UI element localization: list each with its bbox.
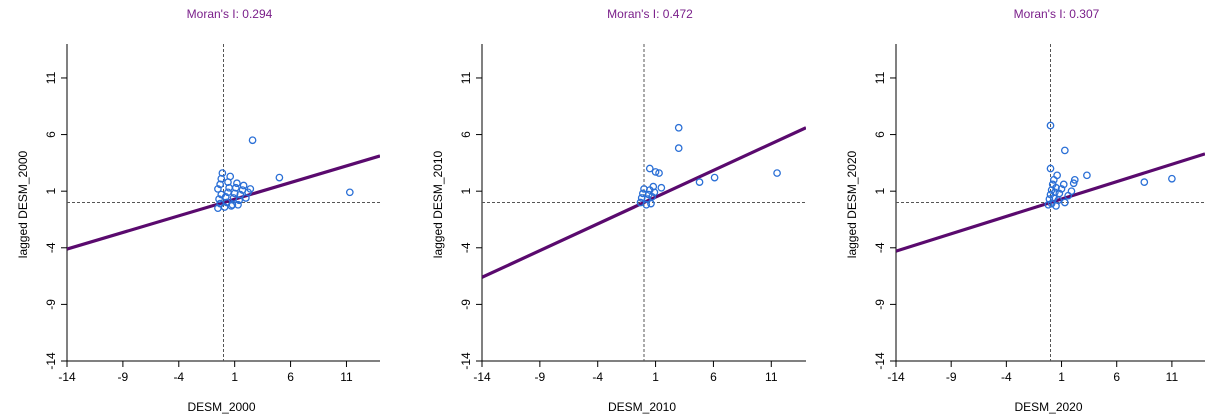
data-point [674,123,683,132]
data-point [650,188,659,197]
x-axis-label: DESM_2000 [187,400,255,414]
x-tick-label: -14 [887,370,905,384]
moran-panel-2010: Moran's I: 0.472 -14 -9 -4 1 6 11 -14 -9 -4 1 6 11 DE… [431,7,806,414]
data-point [645,164,654,173]
x-axis-label: DESM_2020 [1014,400,1082,414]
data-point [236,190,245,199]
y-axis-label: lagged DESM_2000 [16,150,30,258]
data-point [234,200,242,209]
x-tick-label: 11 [1166,370,1179,384]
data-point [1053,171,1061,180]
y-tick-label: 1 [873,188,887,195]
data-point [1046,164,1055,173]
x-tick-label: -4 [173,370,184,384]
x-tick-label: -9 [118,370,129,384]
data-point [710,173,719,182]
y-tick-label: 1 [459,188,473,195]
plot-area [67,136,380,251]
data-point [1049,176,1058,184]
data-point [275,173,284,182]
moran-panel-2020: Moran's I: 0.307 -14 -9 -4 1 6 11 -14 -9 -4 1 6 11 DE… [845,7,1205,414]
data-point [218,169,227,177]
data-point [231,183,240,192]
y-tick-label: 6 [44,131,58,138]
chart-title: Moran's I: 0.307 [1014,7,1100,21]
y-tick-label: 1 [44,188,58,195]
chart-title: Moran's I: 0.294 [187,7,273,21]
y-tick-label: -14 [873,352,887,370]
x-tick-label: 1 [1058,370,1065,384]
x-tick-label: 6 [710,370,717,384]
data-point [221,192,230,201]
x-tick-label: -14 [473,370,491,384]
x-tick-label: -9 [535,370,546,384]
data-point [1059,180,1068,189]
x-tick-label: -9 [946,370,957,384]
y-axis-label: lagged DESM_2020 [845,150,859,258]
data-point [1060,198,1069,207]
y-tick-label: 11 [44,71,58,84]
data-point [1052,183,1060,192]
data-point [215,195,223,203]
y-axis-label: lagged DESM_2010 [431,150,445,258]
data-point [1069,179,1078,188]
x-tick-label: 1 [231,370,238,384]
x-tick-label: 11 [340,370,353,384]
data-point [1051,188,1059,197]
data-point [233,179,241,188]
data-point [1083,171,1091,180]
x-tick-label: -4 [1001,370,1012,384]
plot-area [896,121,1205,253]
data-point [1055,189,1064,198]
data-point [1045,195,1054,203]
plot-area [482,123,806,279]
data-point [1057,185,1066,193]
data-point [1070,176,1079,184]
data-point [1140,178,1149,186]
data-point [217,190,226,199]
data-point [657,183,666,192]
data-point [695,178,704,186]
y-tick-label: -4 [44,242,58,253]
data-point [1067,187,1076,196]
data-point [239,181,248,190]
data-point [655,169,663,177]
y-tick-label: -9 [873,299,887,310]
y-tick-label: -4 [459,242,473,253]
data-point [1060,146,1069,155]
y-tick-label: -14 [459,352,473,370]
data-point [674,144,683,153]
y-tick-label: -9 [44,299,58,310]
y-tick-label: -4 [873,242,887,253]
x-tick-label: -14 [58,370,76,384]
x-tick-label: 11 [765,370,778,384]
data-point [773,169,781,177]
moran-panel-2000: Moran's I: 0.294 -14 -9 -4 1 6 11 -14 -9 -4 1 6 11 DE… [16,7,380,414]
data-point [246,185,255,193]
x-tick-label: 6 [287,370,294,384]
chart-title: Moran's I: 0.472 [607,7,693,21]
data-point [226,172,235,181]
x-tick-label: 6 [1113,370,1120,384]
y-tick-label: -9 [459,299,473,310]
y-tick-label: 11 [459,71,473,84]
data-point [214,185,222,193]
x-tick-label: -4 [592,370,603,384]
data-point [651,168,660,176]
data-point [1046,121,1055,130]
y-tick-label: 6 [873,131,887,138]
y-tick-label: 11 [873,71,887,84]
data-point [248,136,257,145]
x-tick-label: 1 [652,370,659,384]
data-point [1168,174,1176,183]
y-tick-label: 6 [459,131,473,138]
x-axis-label: DESM_2010 [608,400,676,414]
data-point [345,188,354,197]
y-tick-label: -14 [44,352,58,370]
